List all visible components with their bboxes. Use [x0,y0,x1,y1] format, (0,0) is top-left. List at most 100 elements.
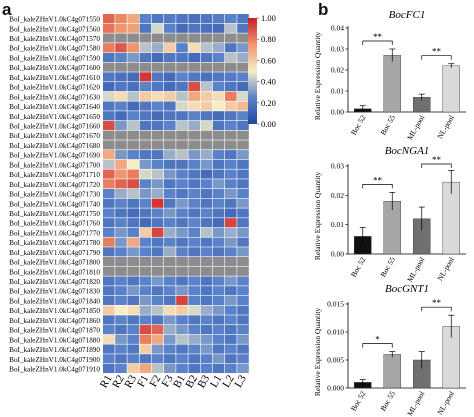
heatmap-cell [237,198,249,208]
colorbar-tick-label: 0.80 [261,34,276,44]
heatmap-cell [225,325,237,335]
heatmap-cell [103,91,115,101]
bar-charts-panel: BocFC1 Relative Expression Quantity 0.00 0.… [314,9,466,417]
heatmap-cell [176,325,188,335]
heatmap-cell [200,159,213,169]
heatmap-cell [164,276,176,286]
heatmap-cell [188,363,200,374]
heatmap-cell [151,43,164,53]
heatmap-cell [176,62,188,72]
heatmap-cell [237,315,249,325]
heatmap-cell [103,23,115,33]
heatmap-cell [139,33,152,43]
heatmap-cell [151,334,164,344]
heatmap-cell [115,101,127,111]
heatmap-cell [225,14,237,24]
heatmap-cell [237,82,249,92]
heatmap-cell [237,130,249,140]
heatmap-cell [139,295,152,305]
bar [442,65,461,113]
heatmap-cell [139,247,152,257]
heatmap-column-label: L2 [220,373,237,390]
heatmap-cell [176,286,188,296]
heatmap-column-label: R3 [122,373,139,391]
heatmap-cell [103,188,115,199]
heatmap-cell [237,111,249,121]
heatmap-cell [225,227,237,237]
heatmap-cell [200,315,213,325]
heatmap-cell [176,363,188,374]
heatmap-cell [200,198,213,208]
heatmap-cell [237,33,249,43]
heatmap-cell [139,286,152,296]
heatmap-row-label: BoI_kaleZHnV1.0kC4g071870 [9,327,100,335]
heatmap-cell [151,305,164,315]
heatmap-cell [164,169,176,179]
heatmap-cell [151,315,164,325]
heatmap-row-label: BoI_kaleZHnV1.0kC4g071550 [9,16,100,24]
y-tick-label: 0.010 [327,328,344,337]
heatmap-cell [225,72,237,82]
bar-chart-3: BocGNT1 Relative Expression Quantity 0.000… [314,283,466,417]
heatmap-cell [127,257,139,267]
heatmap-cell [103,14,115,24]
heatmap-cell [151,169,164,179]
heatmap-cell [164,140,176,150]
heatmap-cell [176,198,188,208]
heatmap-cell [115,247,127,257]
heatmap-cell [115,91,127,101]
heatmap-cell [188,72,200,82]
heatmap-cell [164,91,176,101]
heatmap-cell [176,354,188,364]
heatmap-cell [225,140,237,150]
heatmap-cell [164,159,176,169]
heatmap-cell [212,169,225,179]
heatmap-cell [188,227,200,237]
heatmap-cell [139,72,152,82]
heatmap-cell [212,334,225,344]
heatmap-cell [115,111,127,121]
colorbar-tick-label: 0.40 [261,77,276,87]
heatmap-cell [103,43,115,53]
heatmap-cell [164,62,176,72]
heatmap-cell [103,208,115,218]
heatmap-row-label: BoI_kaleZHnV1.0kC4g071600 [9,64,100,72]
heatmap-cell [127,62,139,72]
heatmap-cell [151,140,164,150]
x-tick-label: Boc 52 [349,113,368,136]
heatmap-cell [200,247,213,257]
heatmap-cell [200,295,213,305]
heatmap-row-label: BoI_kaleZHnV1.0kC4g071660 [9,123,100,131]
heatmap-cell [212,43,225,53]
heatmap-cell [188,325,200,335]
heatmap-cell [176,266,188,276]
heatmap-cell [164,23,176,33]
heatmap-cell [212,150,225,160]
heatmap-cell [225,276,237,286]
heatmap-cell [225,33,237,43]
heatmap-column-label: B3 [195,373,212,391]
heatmap-cell [115,120,127,131]
heatmap-cell [139,120,152,131]
heatmap-cell [164,179,176,189]
heatmap-cell [188,43,200,53]
heatmap-row-label: BoI_kaleZHnV1.0kC4g071800 [9,259,100,267]
heatmap-column-label: F1 [135,373,151,389]
heatmap-cell [115,130,127,140]
x-tick-label: Boc 52 [349,255,368,278]
heatmap-cell [188,111,200,121]
heatmap-cell [103,237,115,247]
heatmap-cell [127,363,139,374]
heatmap-chart: BoI_kaleZHnV1.0kC4g071550 BoI_kaleZHnV1.0… [9,13,276,391]
heatmap-cell [115,218,127,228]
heatmap-cell [225,43,237,53]
heatmap-cell [176,52,188,62]
heatmap-cell [139,179,152,189]
heatmap-cell [237,179,249,189]
heatmap-cell [176,276,188,286]
heatmap-cell [225,363,237,374]
heatmap-cell [115,363,127,374]
y-tick-label: 0.01 [331,87,344,96]
heatmap-cell [212,286,225,296]
heatmap-cell [212,179,225,189]
